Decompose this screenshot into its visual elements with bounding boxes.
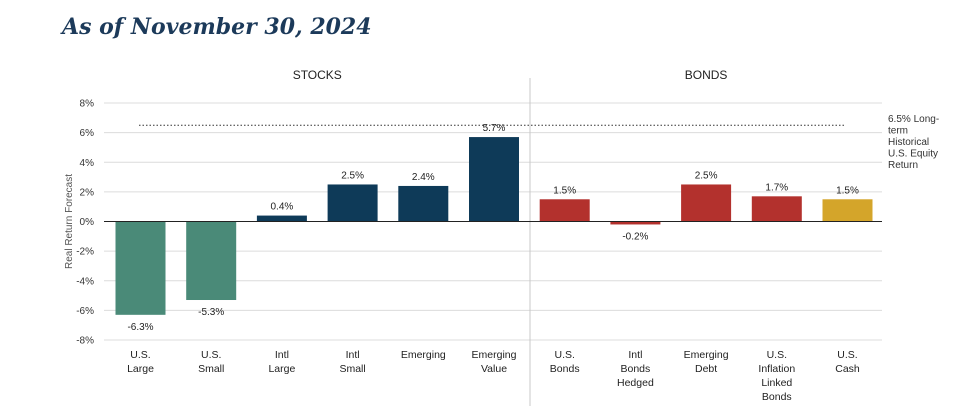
reference-line-label: 6.5% Long-	[888, 114, 939, 125]
data-label: 1.5%	[836, 185, 859, 196]
y-tick-label: -2%	[76, 247, 94, 258]
category-label: Cash	[835, 363, 860, 375]
y-tick-label: -8%	[76, 336, 94, 347]
y-tick-label: 0%	[80, 217, 95, 228]
category-label: Intl	[346, 349, 360, 361]
category-label: Intl	[628, 349, 642, 361]
bar	[398, 185, 449, 222]
bar	[327, 184, 378, 222]
group-header-stocks: STOCKS	[293, 68, 342, 82]
category-label: U.S.	[767, 349, 787, 361]
category-label: U.S.	[130, 349, 150, 361]
data-label: -0.2%	[622, 231, 648, 242]
y-tick-label: -4%	[76, 276, 94, 287]
bar	[681, 184, 732, 222]
data-label: 2.5%	[695, 170, 718, 181]
reference-line-label: Return	[888, 160, 918, 171]
bar	[539, 199, 590, 222]
data-label: 5.7%	[483, 123, 506, 134]
data-label: 2.4%	[412, 172, 435, 183]
bar	[115, 221, 166, 315]
category-label: Bonds	[762, 391, 792, 403]
category-label: Large	[268, 363, 295, 375]
category-label: Bonds	[550, 363, 580, 375]
category-label: Debt	[695, 363, 717, 375]
y-axis-title: Real Return Forecast	[64, 174, 75, 269]
bar	[186, 221, 237, 301]
category-label: Inflation	[758, 363, 795, 375]
group-header-bonds: BONDS	[685, 68, 728, 82]
category-label: Bonds	[621, 363, 651, 375]
category-label: Small	[339, 363, 365, 375]
category-label: Emerging	[401, 349, 446, 361]
data-label: 0.4%	[271, 202, 294, 213]
data-label: -6.3%	[127, 322, 153, 333]
page-title: As of November 30, 2024	[62, 14, 372, 40]
bar	[610, 221, 661, 225]
y-tick-label: 8%	[80, 99, 95, 110]
data-label: 1.5%	[553, 185, 576, 196]
bar	[822, 199, 873, 222]
category-label: U.S.	[837, 349, 857, 361]
category-label: U.S.	[201, 349, 221, 361]
reference-line-label: Historical	[888, 137, 929, 148]
category-label: Intl	[275, 349, 289, 361]
data-label: 1.7%	[765, 182, 788, 193]
category-label: Hedged	[617, 377, 654, 389]
category-label: Large	[127, 363, 154, 375]
bar	[469, 137, 519, 222]
y-tick-label: 6%	[80, 128, 95, 139]
y-tick-label: 2%	[80, 187, 95, 198]
y-tick-label: 4%	[80, 158, 95, 169]
bar	[256, 215, 307, 222]
category-label: Linked	[761, 377, 792, 389]
category-label: Emerging	[684, 349, 729, 361]
reference-line-label: term	[888, 126, 908, 137]
category-label: U.S.	[554, 349, 574, 361]
category-label: Emerging	[472, 349, 517, 361]
category-label: Value	[481, 363, 507, 375]
category-label: Small	[198, 363, 224, 375]
bar	[751, 196, 802, 222]
data-label: -5.3%	[198, 307, 224, 318]
reference-line-label: U.S. Equity	[888, 149, 938, 160]
data-label: 2.5%	[341, 170, 364, 181]
y-tick-label: -6%	[76, 306, 94, 317]
